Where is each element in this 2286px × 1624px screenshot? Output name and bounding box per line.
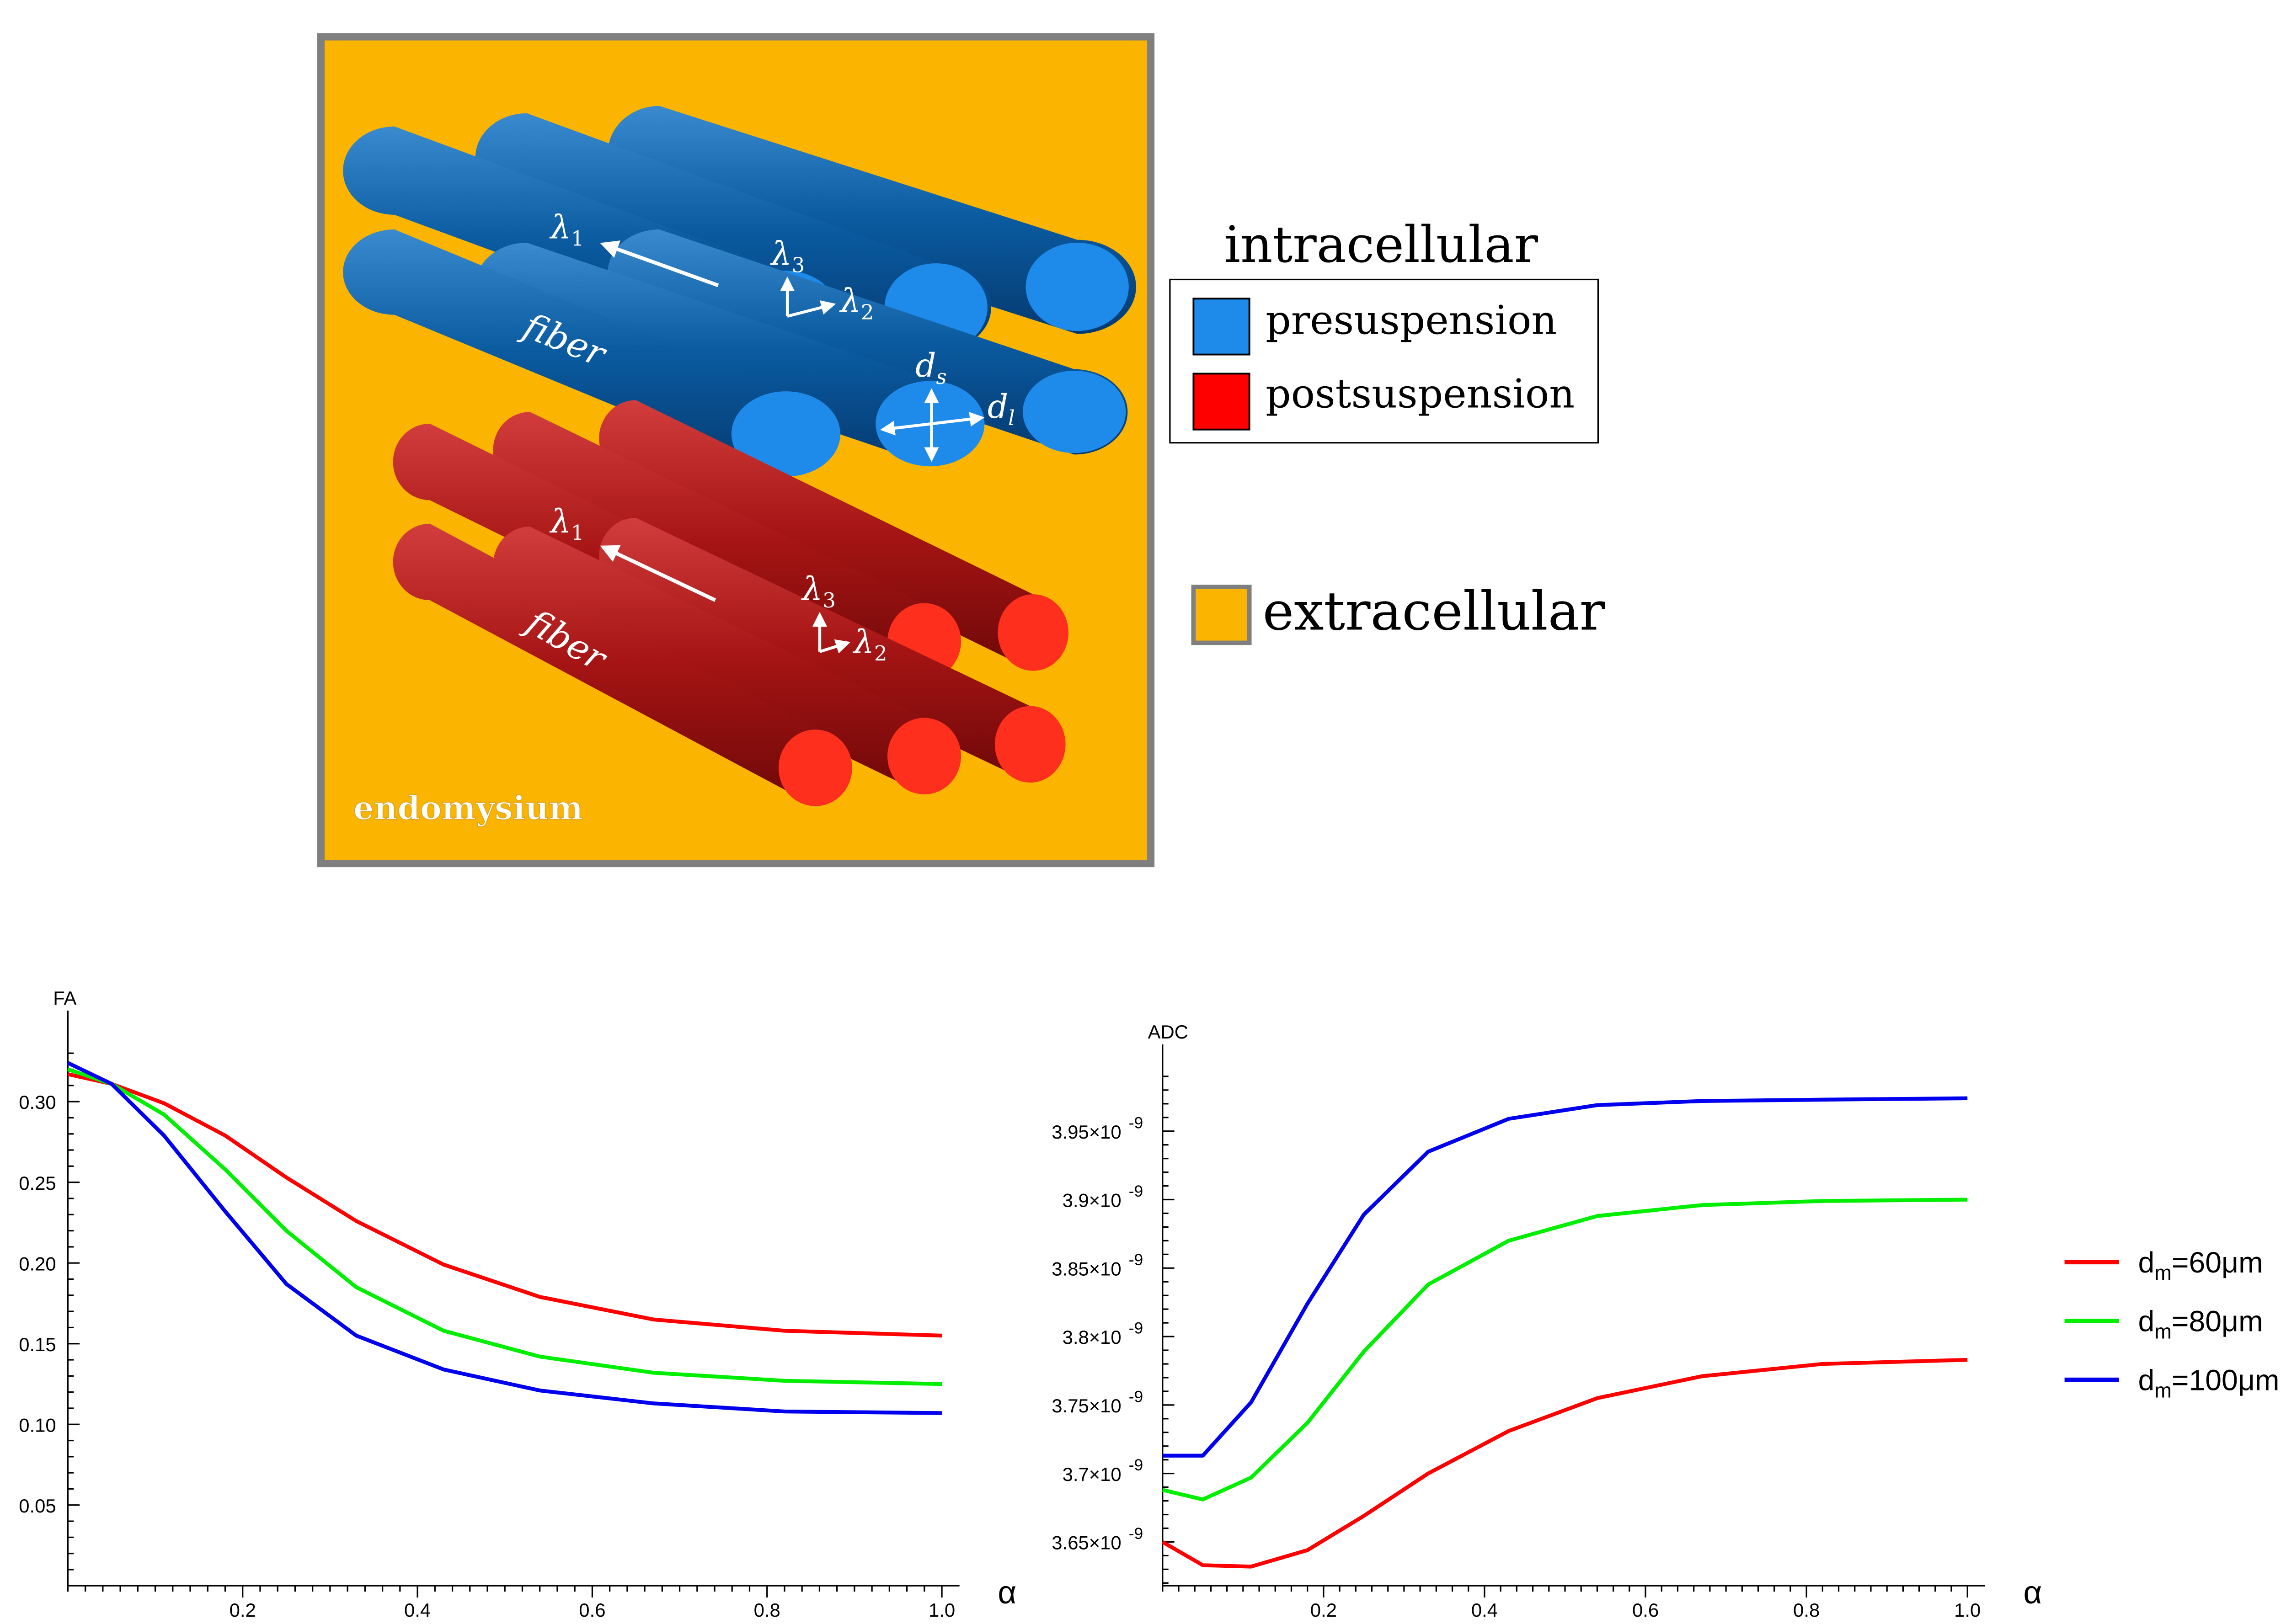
legend-swatch-presuspension [1192, 298, 1250, 356]
x-tick-label: 0.2 [1310, 1599, 1337, 1621]
x-tick-label: 1.0 [1954, 1599, 1981, 1621]
y-tick-label: 3.95×10 [1052, 1121, 1121, 1143]
y-tick-label: 0.10 [19, 1414, 56, 1436]
x-tick-label: 0.4 [404, 1599, 431, 1621]
x-tick-label: 0.4 [1471, 1599, 1498, 1621]
post-fiber-back-3 [599, 400, 1068, 671]
y-tick-exponent: -9 [1129, 1524, 1143, 1543]
series-line-d-m-60-m [67, 1072, 942, 1338]
pre-lambda3-label: λ3 [770, 234, 805, 277]
series-line-d-m-80-m [1162, 1198, 1968, 1502]
y-tick-label: 0.20 [19, 1253, 56, 1274]
post-fiber-cap [998, 594, 1068, 671]
y-tick-label: 3.7×10 [1063, 1464, 1122, 1485]
x-tick-label: 0.2 [230, 1599, 256, 1621]
legend-title-intracellular: intracellular [1224, 215, 1538, 274]
y-tick-exponent: -9 [1129, 1182, 1143, 1200]
pre-fiber-cap [731, 391, 841, 477]
series-line-d-m-100-m [1162, 1096, 1968, 1458]
series-line-d-m-80-m [67, 1067, 942, 1386]
fa-chart: 0.2 0.4 0.6 0.8 1.0 α FA 0.05 0.10 0.15 0.20 0.25 0.… [19, 987, 1016, 1621]
post-fiber-front-2 [493, 527, 961, 794]
post-fiber-cap [887, 718, 961, 794]
legend-label-extracellular: extracellular [1263, 580, 1605, 642]
y-tick-label: 3.85×10 [1052, 1258, 1121, 1279]
d-s-label: ds [915, 346, 946, 389]
y-tick-label: 0.05 [19, 1495, 56, 1517]
pre-lambda1-label: λ1 [549, 208, 584, 250]
pre-lambda2-label: λ2 [839, 282, 874, 324]
series-line-d-m-60-m [1161, 1358, 1968, 1569]
series-legend: dm=60μm dm=80μm dm=100μm [2064, 1246, 2280, 1402]
y-tick-label: 3.65×10 [1052, 1532, 1121, 1554]
post-fiber-front-3 [599, 517, 1066, 783]
post-annotations [600, 545, 851, 654]
post-fiber-cap [778, 729, 852, 806]
y-axis-label: ADC [1148, 1021, 1188, 1043]
y-tick-label: 0.30 [19, 1092, 56, 1113]
pre-fiber-front-2 [475, 243, 969, 465]
pre-fiber-cap [1025, 243, 1129, 331]
x-tick-label: 0.8 [1793, 1599, 1820, 1621]
presuspension-fiber-bundle [343, 106, 1136, 477]
legend-swatch-extracellular [1191, 585, 1252, 645]
y-tick-exponent: -9 [1129, 1113, 1143, 1132]
y-tick-exponent: -9 [1129, 1319, 1143, 1337]
d-l-label: dl [988, 388, 1015, 430]
post-fiber-front-1 [393, 523, 852, 806]
y-tick-label: 0.25 [19, 1172, 56, 1194]
y-tick-label: 3.9×10 [1063, 1190, 1122, 1211]
y-tick-exponent: -9 [1129, 1456, 1143, 1474]
x-tick-label: 0.6 [579, 1599, 605, 1621]
series-line-d-m-100-m [67, 1061, 942, 1415]
adc-chart: 0.2 0.4 0.6 0.8 1.0 α ADC 3.65×10 -9 3.7×10 -9 3.75… [1052, 1021, 2042, 1621]
y-tick-exponent: -9 [1129, 1251, 1143, 1269]
legend-text-100: dm=100μm [2138, 1363, 2280, 1402]
post-lambda2-label: λ2 [852, 623, 887, 666]
fiber-schematic: λ1 λ3 λ2 ds dl fiber λ1 λ3 λ2 fiber endo… [317, 33, 1155, 868]
x-axis-label: α [998, 1575, 1016, 1611]
pre-fiber-front-1 [343, 229, 824, 477]
x-tick-label: 0.6 [1632, 1599, 1659, 1621]
post-lambda1-label: λ1 [549, 502, 584, 545]
y-tick-exponent: -9 [1129, 1387, 1143, 1406]
legend-box [1169, 278, 1599, 444]
y-tick-label: 0.15 [19, 1334, 56, 1355]
endomysium-label: endomysium [353, 789, 583, 827]
y-tick-label: 3.75×10 [1052, 1395, 1121, 1416]
pre-annotations [600, 240, 985, 462]
legend-label-presuspension: presuspension [1266, 298, 1557, 344]
legend-swatch-postsuspension [1192, 373, 1250, 431]
post-fiber-back-2 [493, 412, 961, 680]
post-lambda3-label: λ3 [801, 570, 836, 612]
pre-fiber-back-3 [608, 106, 1136, 334]
x-tick-label: 0.8 [754, 1599, 780, 1621]
x-tick-label: 1.0 [929, 1599, 955, 1621]
y-axis-label: FA [53, 987, 76, 1009]
pre-fiber-front-3 [608, 229, 1128, 455]
pre-fiber-back-2 [475, 113, 991, 352]
compartment-legend: intracellular presuspension postsuspensi… [1169, 215, 1605, 645]
legend-text-80: dm=80μm [2138, 1305, 2263, 1343]
y-tick-label: 3.8×10 [1063, 1326, 1122, 1348]
legend-label-postsuspension: postsuspension [1266, 371, 1575, 417]
x-axis-label: α [2024, 1575, 2042, 1611]
postsuspension-fiber-bundle [393, 400, 1068, 806]
legend-text-60: dm=60μm [2138, 1246, 2263, 1284]
pre-fiber-cap [1023, 371, 1126, 453]
post-fiber-cap [994, 706, 1066, 783]
